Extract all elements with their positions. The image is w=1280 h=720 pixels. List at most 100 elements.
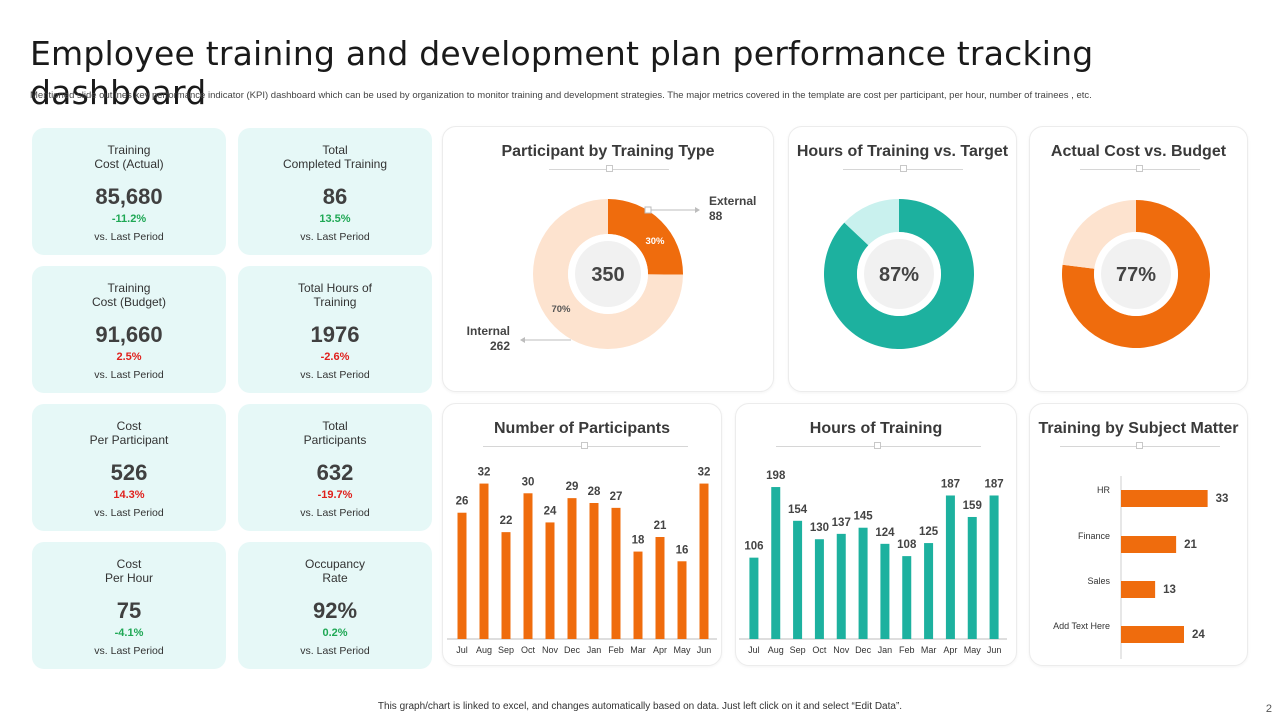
donut-center-label: 77% bbox=[1116, 264, 1156, 286]
bar bbox=[902, 556, 912, 639]
bar-value-label: 13 bbox=[1163, 584, 1176, 596]
kpi-cost-per-hour: Cost Per Hour 75 -4.1% vs. Last Period bbox=[32, 542, 226, 669]
bar bbox=[611, 507, 621, 639]
training-by-subject-matter-card: Training by Subject Matter 33 HR 21 Finance… bbox=[1029, 403, 1248, 666]
kpi-change: 14.3% bbox=[113, 489, 145, 501]
kpi-value: 1976 bbox=[310, 322, 360, 347]
donut-remainder-arc bbox=[844, 199, 899, 246]
bar-value-label: 124 bbox=[875, 527, 895, 539]
pie-center-label: 350 bbox=[591, 264, 624, 286]
bar bbox=[1121, 581, 1156, 598]
bar-value-label: 29 bbox=[566, 481, 579, 493]
bar bbox=[523, 493, 533, 639]
kpi-period: vs. Last Period bbox=[300, 369, 370, 381]
bar-value-label: 22 bbox=[500, 515, 513, 527]
kpi-change: -11.2% bbox=[111, 213, 147, 225]
kpi-label: Participants bbox=[303, 433, 367, 447]
number-of-participants-chart[interactable]: 26 Jul 32 Aug 22 Sep 30 Oct 24 Nov 29 Dec 28 Jan 27 Feb… bbox=[443, 404, 723, 667]
x-tick-label: Jul bbox=[456, 645, 468, 655]
slice-name-label: External bbox=[709, 194, 756, 208]
hours-of-training-chart[interactable]: 106 Jul 198 Aug 154 Sep 130 Oct 137 Nov 145 Dec 124 J… bbox=[736, 404, 1018, 667]
kpi-change: 13.5% bbox=[319, 213, 351, 225]
bar bbox=[858, 527, 868, 639]
bar bbox=[814, 539, 824, 639]
chart-title: Training by Subject Matter bbox=[1038, 420, 1239, 437]
slice-value-label: 88 bbox=[709, 209, 723, 223]
bar-value-label: 26 bbox=[456, 496, 469, 508]
kpi-total-completed-training: Total Completed Training 86 13.5% vs. Las… bbox=[238, 128, 432, 255]
bar bbox=[567, 498, 577, 639]
participant-by-training-type-card: Participant by Training Type 350 30% 70% Ex… bbox=[442, 126, 774, 392]
bar bbox=[989, 495, 999, 639]
x-tick-label: Oct bbox=[812, 645, 827, 655]
training-by-subject-matter-chart[interactable]: 33 HR 21 Finance 13 Sales 24 Add Text Here bbox=[1030, 404, 1249, 667]
kpi-value: 91,660 bbox=[95, 322, 163, 347]
y-tick-label: Sales bbox=[1087, 576, 1110, 586]
donut-value-arc bbox=[1062, 200, 1210, 348]
bar-value-label: 21 bbox=[1184, 539, 1197, 551]
donut-value-arc bbox=[824, 199, 974, 349]
bar bbox=[880, 543, 890, 639]
bar-value-label: 28 bbox=[588, 486, 601, 498]
kpi-label: Occupancy bbox=[304, 557, 366, 571]
kpi-period: vs. Last Period bbox=[94, 369, 164, 381]
title-divider-handle bbox=[581, 442, 588, 449]
bar bbox=[1121, 490, 1208, 507]
kpi-period: vs. Last Period bbox=[94, 645, 164, 657]
x-tick-label: Aug bbox=[768, 645, 784, 655]
kpi-period: vs. Last Period bbox=[94, 507, 164, 519]
bar bbox=[677, 561, 687, 639]
x-tick-label: Jun bbox=[987, 645, 1002, 655]
bar-value-label: 18 bbox=[632, 535, 645, 547]
bar-value-label: 159 bbox=[963, 500, 982, 512]
donut-remainder-arc bbox=[1062, 200, 1136, 269]
x-tick-label: Apr bbox=[653, 645, 667, 655]
bar-value-label: 16 bbox=[676, 544, 689, 556]
slice-percent-label: 30% bbox=[645, 236, 665, 247]
x-tick-label: Jun bbox=[697, 645, 712, 655]
x-tick-label: Feb bbox=[899, 645, 915, 655]
bar-value-label: 130 bbox=[810, 522, 829, 534]
bar bbox=[699, 483, 709, 639]
hours-vs-target-chart[interactable]: 87% bbox=[789, 127, 1018, 393]
x-tick-label: Dec bbox=[855, 645, 872, 655]
kpi-value: 75 bbox=[116, 598, 142, 623]
center-disc bbox=[1101, 239, 1171, 309]
title-divider-handle bbox=[1136, 442, 1143, 449]
bar bbox=[793, 520, 803, 639]
center-disc bbox=[864, 239, 934, 309]
y-tick-label: Finance bbox=[1078, 531, 1110, 541]
bar-value-label: 32 bbox=[478, 467, 491, 479]
kpi-label: Cost (Budget) bbox=[91, 295, 167, 309]
x-tick-label: Sep bbox=[498, 645, 514, 655]
slice-percent-label: 70% bbox=[551, 304, 571, 315]
bar bbox=[1121, 626, 1184, 643]
kpi-label: Cost bbox=[116, 557, 142, 571]
kpi-period: vs. Last Period bbox=[94, 231, 164, 243]
kpi-occupancy-rate: Occupancy Rate 92% 0.2% vs. Last Period bbox=[238, 542, 432, 669]
bar bbox=[545, 522, 555, 639]
kpi-label: Total Hours of bbox=[297, 281, 373, 295]
kpi-label: Training bbox=[313, 295, 357, 309]
y-tick-label: Add Text Here bbox=[1053, 621, 1110, 631]
bar-value-label: 30 bbox=[522, 476, 535, 488]
footer-note: This graph/chart is linked to excel, and… bbox=[377, 701, 903, 712]
x-tick-label: Apr bbox=[943, 645, 957, 655]
title-divider-handle bbox=[874, 442, 881, 449]
y-tick-label: HR bbox=[1097, 485, 1110, 495]
actual-cost-vs-budget-chart[interactable]: 77% bbox=[1030, 127, 1249, 393]
kpi-label: Cost (Actual) bbox=[94, 157, 164, 171]
kpi-total-participants: Total Participants 632 -19.7% vs. Last Pe… bbox=[238, 404, 432, 531]
bar-value-label: 187 bbox=[941, 478, 960, 490]
page-number: 2 bbox=[1265, 703, 1272, 715]
donut-center-label: 87% bbox=[879, 264, 919, 286]
internal-slice bbox=[533, 199, 683, 349]
bar-value-label: 24 bbox=[1192, 629, 1205, 641]
kpi-label: Rate bbox=[322, 571, 348, 585]
kpi-value: 86 bbox=[322, 184, 348, 209]
chart-title: Hours of Training vs. Target bbox=[796, 143, 1009, 160]
kpi-change: -19.7% bbox=[317, 489, 353, 501]
x-tick-label: Nov bbox=[833, 645, 850, 655]
bar bbox=[771, 487, 781, 639]
